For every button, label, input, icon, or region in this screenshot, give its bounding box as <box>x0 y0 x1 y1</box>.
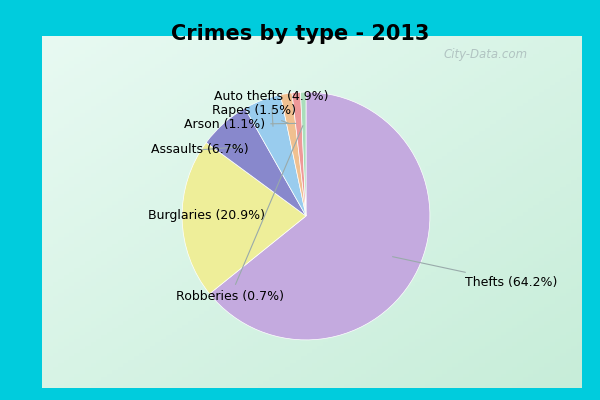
Wedge shape <box>206 108 306 216</box>
Text: City-Data.com: City-Data.com <box>444 48 528 61</box>
Text: Auto thefts (4.9%): Auto thefts (4.9%) <box>214 90 329 126</box>
Text: Burglaries (20.9%): Burglaries (20.9%) <box>148 210 265 222</box>
Text: Arson (1.1%): Arson (1.1%) <box>184 118 296 131</box>
Text: Rapes (1.5%): Rapes (1.5%) <box>212 104 296 123</box>
Text: Thefts (64.2%): Thefts (64.2%) <box>392 257 557 289</box>
Text: Crimes by type - 2013: Crimes by type - 2013 <box>171 24 429 44</box>
Wedge shape <box>292 92 306 216</box>
Wedge shape <box>182 142 306 294</box>
Text: Robberies (0.7%): Robberies (0.7%) <box>176 126 303 303</box>
Text: Assaults (6.7%): Assaults (6.7%) <box>151 143 249 156</box>
Wedge shape <box>245 95 306 216</box>
Wedge shape <box>301 92 306 216</box>
Wedge shape <box>280 93 306 216</box>
Wedge shape <box>209 92 430 340</box>
